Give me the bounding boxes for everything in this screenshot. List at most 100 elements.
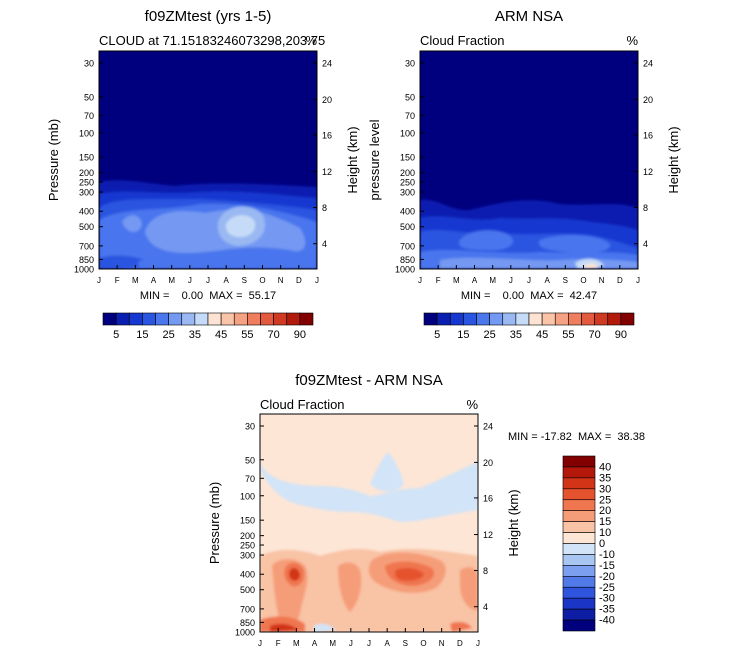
colorbar-swatch	[207, 312, 222, 326]
colorbar-swatch	[449, 312, 464, 326]
y-tick-label: 150	[240, 516, 255, 526]
x-tick-label: A	[223, 276, 229, 285]
colorbar-label: 90	[615, 329, 627, 341]
y-tick-label-right: 16	[322, 130, 332, 140]
y-tick-label: 250	[240, 541, 255, 551]
panel-title: f09ZMtest (yrs 1-5)	[145, 8, 272, 25]
y-tick-label: 100	[79, 128, 94, 138]
x-tick-label: J	[188, 276, 192, 285]
y-tick-label: 50	[245, 455, 255, 465]
colorbar-swatch	[562, 532, 596, 544]
x-tick-label: J	[476, 639, 480, 648]
colorbar-label: -30	[599, 593, 615, 605]
y-tick-label-right: 16	[483, 493, 493, 503]
x-tick-label: S	[242, 276, 247, 285]
colorbar: 5 15 25 35 45 55 70 90	[423, 312, 635, 341]
y-tick-label-right: 8	[643, 203, 648, 213]
y-tick-label: 70	[405, 111, 415, 121]
colorbar-swatch	[436, 312, 451, 326]
x-tick-label: N	[599, 276, 605, 285]
x-tick-label: S	[403, 639, 408, 648]
x-tick-label: J	[636, 276, 640, 285]
plot-area	[99, 51, 317, 269]
y-tick-label-right: 24	[643, 58, 653, 68]
colorbar-label: -40	[599, 615, 615, 627]
x-tick-label: J	[349, 639, 353, 648]
x-tick-label: J	[206, 276, 210, 285]
y-tick-label: 200	[240, 531, 255, 541]
x-tick-label: O	[259, 276, 265, 285]
plot-area	[260, 414, 478, 632]
y-tick-label-right: 20	[322, 95, 332, 105]
colorbar-swatch	[273, 312, 288, 326]
colorbar-swatch	[562, 499, 596, 511]
x-tick-label: F	[115, 276, 120, 285]
colorbar-label: 45	[215, 329, 227, 341]
x-tick-label: J	[418, 276, 422, 285]
colorbar-swatch	[594, 312, 609, 326]
colorbar-swatch	[562, 608, 596, 621]
colorbar-label: -20	[599, 571, 615, 583]
y-tick-label-right: 16	[643, 130, 653, 140]
y-tick-label: 300	[400, 188, 415, 198]
colorbar-label: 55	[241, 329, 253, 341]
x-tick-label: A	[544, 276, 550, 285]
colorbar-swatch	[562, 521, 596, 533]
panel-title: ARM NSA	[495, 8, 563, 25]
colorbar-label: 0	[599, 538, 605, 550]
y-tick-label-right: 4	[322, 239, 327, 249]
colorbar-swatch	[299, 312, 314, 326]
x-tick-label: N	[439, 639, 445, 648]
colorbar-swatch	[181, 312, 196, 326]
colorbar-swatch	[194, 312, 209, 326]
y-tick-label: 700	[240, 604, 255, 614]
colorbar-swatch	[562, 597, 596, 610]
plot-area	[420, 51, 638, 269]
colorbar-swatch	[541, 312, 556, 326]
x-tick-label: A	[472, 276, 478, 285]
y-tick-label-right: 4	[483, 602, 488, 612]
colorbar-swatch	[562, 455, 596, 468]
y-tick-label-right: 4	[643, 239, 648, 249]
colorbar-swatch	[220, 312, 235, 326]
colorbar-label: 25	[484, 329, 496, 341]
y-tick-label-right: 12	[483, 530, 493, 540]
colorbar-swatch	[476, 312, 490, 326]
unit-label: %	[466, 397, 478, 412]
y-tick-label: 150	[400, 153, 415, 163]
colorbar-label: 20	[599, 505, 611, 517]
y-tick-label: 850	[240, 618, 255, 628]
colorbar-label: 5	[113, 329, 119, 341]
colorbar-label: 35	[510, 329, 522, 341]
y-axis-label: pressure level	[367, 119, 382, 200]
y-tick-label: 200	[400, 168, 415, 178]
y-tick-label-right: 8	[322, 203, 327, 213]
colorbar-label: 5	[434, 329, 440, 341]
y-tick-label: 850	[400, 255, 415, 265]
x-tick-label: M	[489, 276, 496, 285]
y-tick-label: 500	[240, 585, 255, 595]
colorbar-swatch	[562, 466, 596, 479]
y-tick-label: 50	[405, 92, 415, 102]
y-tick-label-right: 12	[643, 167, 653, 177]
colorbar-swatch	[423, 312, 438, 326]
colorbar-swatch	[562, 576, 596, 588]
colorbar-label: 45	[536, 329, 548, 341]
x-tick-label: M	[132, 276, 139, 285]
colorbar-swatch	[562, 488, 596, 501]
x-tick-label: O	[580, 276, 586, 285]
x-tick-label: M	[329, 639, 336, 648]
x-tick-label: M	[453, 276, 460, 285]
y-tick-label: 150	[79, 153, 94, 163]
colorbar-swatch	[115, 312, 130, 326]
y-tick-label: 70	[245, 474, 255, 484]
y-tick-label: 100	[240, 491, 255, 501]
y-axis-label: Pressure (mb)	[46, 119, 61, 201]
colorbar-swatch	[142, 312, 156, 326]
y-tick-label: 250	[400, 178, 415, 188]
colorbar-label: 15	[457, 329, 469, 341]
colorbar-swatch	[562, 477, 596, 490]
